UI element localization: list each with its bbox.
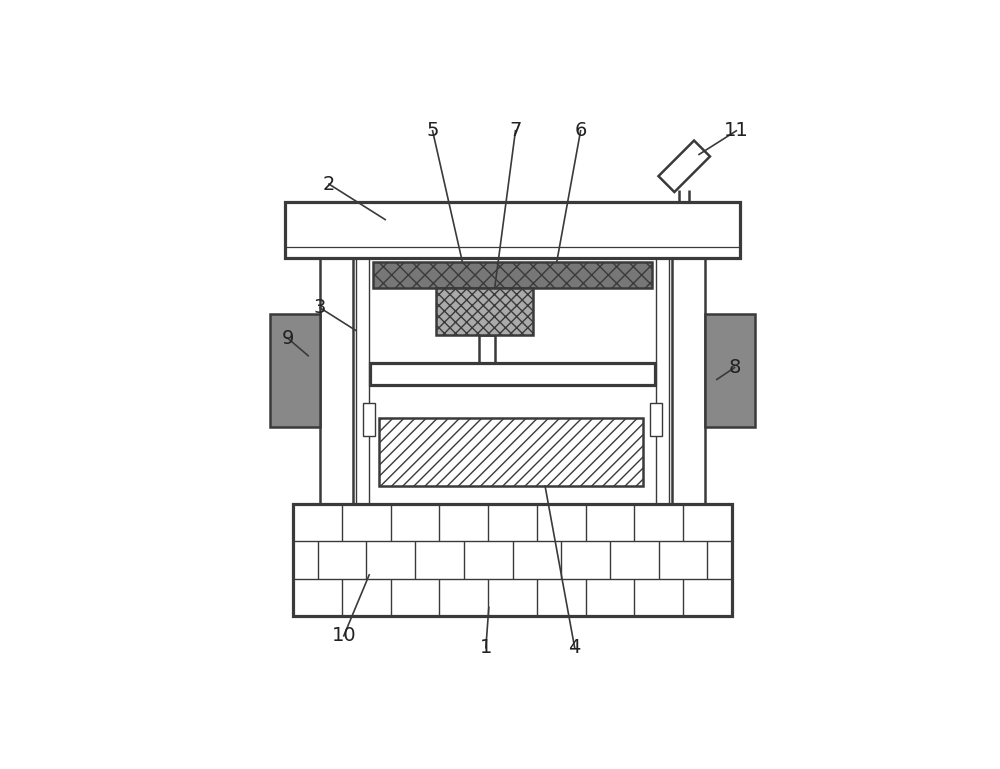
Bar [672, 258, 705, 504]
Text: 9: 9 [281, 328, 294, 348]
Text: 8: 8 [728, 358, 741, 377]
Bar [363, 403, 375, 436]
Bar [379, 418, 643, 486]
Text: 5: 5 [426, 122, 439, 140]
Text: 4: 4 [568, 638, 581, 657]
Bar [658, 141, 710, 192]
Text: 10: 10 [331, 627, 356, 645]
Text: 1: 1 [480, 638, 492, 657]
Bar [285, 201, 740, 258]
Bar [705, 315, 755, 427]
Bar [479, 335, 495, 363]
Bar [373, 262, 652, 288]
Text: 6: 6 [574, 122, 587, 140]
Bar [656, 258, 669, 504]
Bar [370, 363, 655, 385]
Bar [320, 258, 353, 504]
Bar [650, 403, 662, 436]
Text: 11: 11 [724, 122, 749, 140]
Text: 3: 3 [314, 298, 326, 318]
Bar [270, 315, 320, 427]
Bar [436, 288, 533, 335]
Bar [293, 504, 732, 616]
Text: 7: 7 [509, 122, 522, 140]
Bar [356, 258, 369, 504]
Bar [293, 504, 732, 616]
Text: 2: 2 [323, 175, 335, 194]
